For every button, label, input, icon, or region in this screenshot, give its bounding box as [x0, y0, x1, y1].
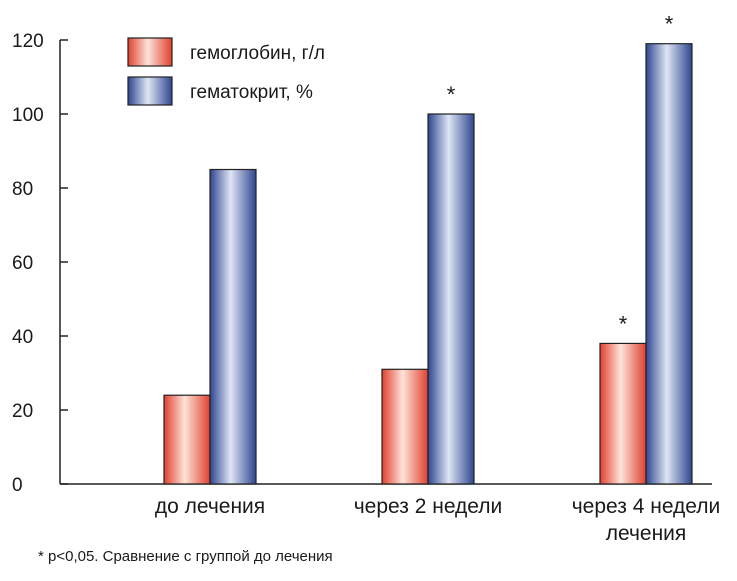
y-tick-label: 20: [12, 401, 33, 422]
x-category-label: до лечения: [155, 495, 265, 518]
bars: [163, 43, 693, 485]
legend: гемоглобин, г/л гематокрит, %: [127, 37, 325, 106]
bar-hematocrit-1: [427, 113, 475, 485]
x-category-label: лечения: [606, 522, 687, 545]
footnote: * p<0,05. Сравнение с группой до лечения: [38, 548, 333, 565]
bar-hemoglobin-0: [163, 394, 211, 485]
x-category-label: через 4 недели: [572, 495, 721, 518]
bar-hematocrit-2: [645, 43, 693, 485]
y-tick-label: 80: [12, 179, 33, 200]
y-tick-label: 40: [12, 327, 33, 348]
legend-label-hemoglobin: гемоглобин, г/л: [190, 43, 325, 64]
labels: * * * до лечения через 2 недели через 4 недел…: [155, 12, 720, 545]
bar-hemoglobin-2: [599, 342, 647, 485]
legend-swatch-hematocrit: [127, 76, 173, 106]
bar-hematocrit-0: [209, 168, 257, 485]
significance-mark: *: [447, 82, 456, 107]
significance-mark: *: [665, 12, 674, 37]
bar-hemoglobin-1: [381, 368, 429, 485]
legend-label-hematocrit: гематокрит, %: [190, 82, 313, 103]
y-tick-label: 100: [12, 105, 44, 126]
y-tick-label: 0: [12, 475, 23, 496]
x-category-label: через 2 недели: [354, 495, 503, 518]
y-tick-label: 60: [12, 253, 33, 274]
significance-mark: *: [619, 311, 628, 336]
y-tick-label: 120: [12, 31, 44, 52]
legend-swatch-hemoglobin: [127, 37, 173, 67]
